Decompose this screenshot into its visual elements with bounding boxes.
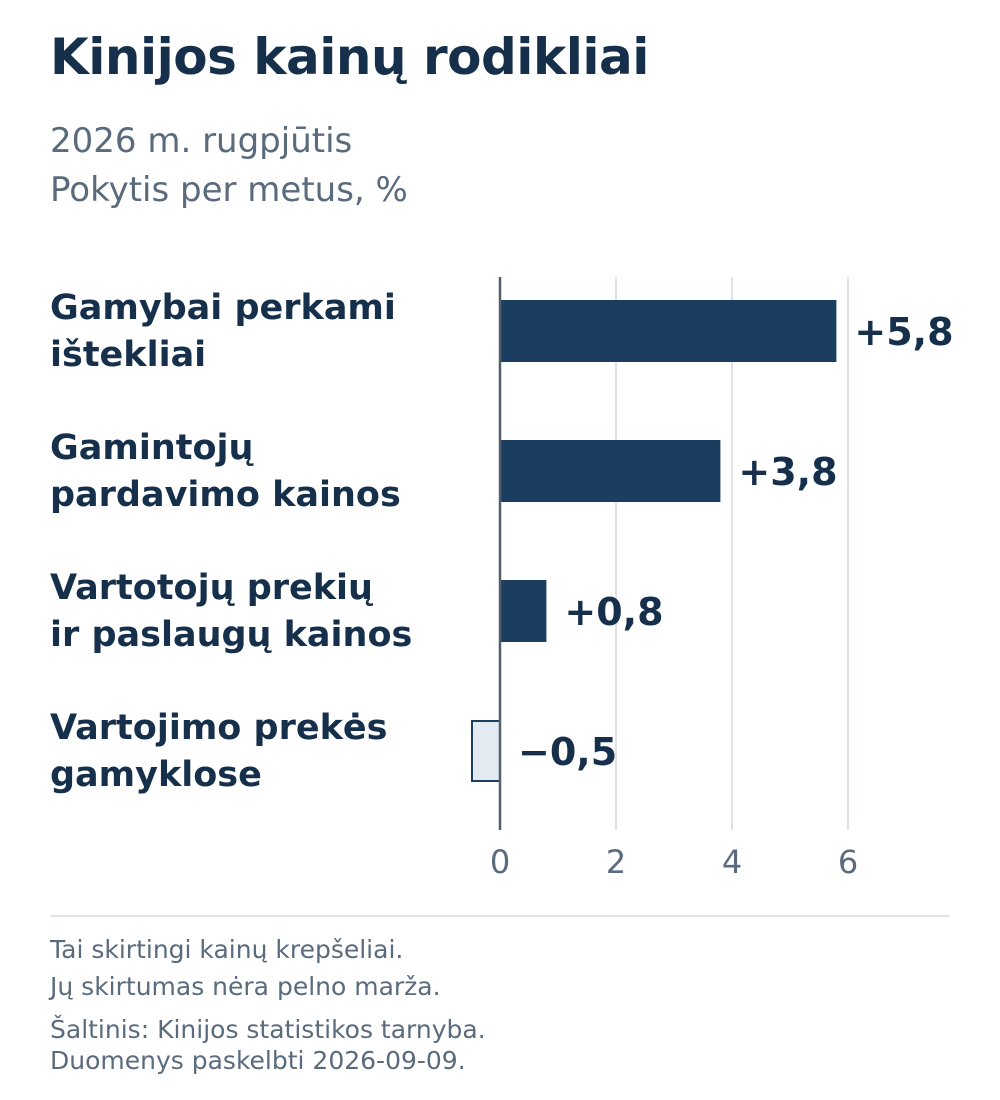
footer-source-line-1: Šaltinis: Kinijos statistikos tarnyba. [50, 1015, 486, 1044]
category-label: gamyklose [50, 755, 262, 795]
bar [471, 720, 501, 782]
data-label: −0,5 [518, 730, 617, 774]
data-label: +0,8 [564, 590, 663, 634]
x-tick-label: 2 [606, 843, 626, 881]
data-label: +3,8 [738, 450, 837, 494]
category-label: pardavimo kainos [50, 475, 401, 515]
category-label: Vartojimo prekės [50, 708, 387, 748]
x-tick-label: 4 [722, 843, 742, 881]
x-tick-label: 6 [838, 843, 858, 881]
footer-divider [50, 915, 950, 917]
chart-subtitle-unit: Pokytis per metus, % [50, 170, 408, 210]
chart-title: Kinijos kainų rodikliai [50, 28, 649, 86]
category-label: ir paslaugų kainos [50, 615, 412, 655]
footer-note-line-1: Tai skirtingi kainų krepšeliai. [50, 935, 404, 964]
category-label: Gamintojų [50, 428, 255, 468]
bar [500, 440, 721, 502]
bar [500, 580, 547, 642]
footer-source-line-2: Duomenys paskelbti 2026-09-09. [50, 1046, 466, 1075]
chart-subtitle-period: 2026 m. rugpjūtis [50, 121, 353, 161]
bar-chart: +5,8 Gamybai perkami ištekliai +3,8 Gamintoj… [50, 277, 954, 881]
bar [500, 300, 837, 362]
category-label: ištekliai [50, 335, 206, 375]
data-label: +5,8 [854, 310, 953, 354]
x-tick-label: 0 [490, 843, 510, 881]
category-label: Vartotojų prekių [50, 568, 374, 608]
category-label: Gamybai perkami [50, 288, 396, 328]
footer-note-line-2: Jų skirtumas nėra pelno marža. [50, 972, 441, 1001]
